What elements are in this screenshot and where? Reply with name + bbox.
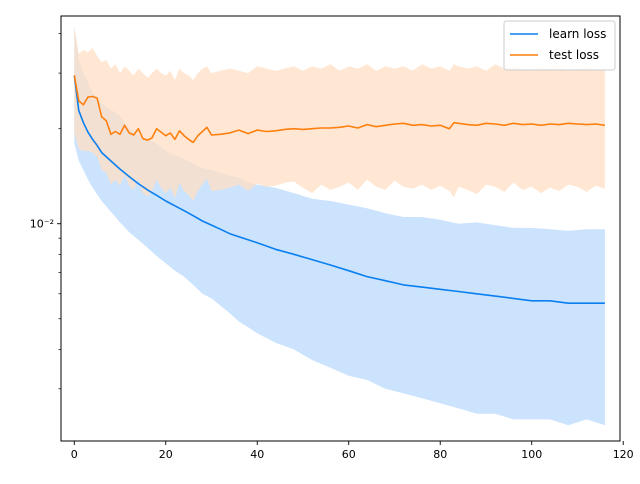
test-loss-band [74,27,605,201]
x-tick-label: 120 [613,448,634,461]
legend-label: learn loss [549,27,606,41]
series-lines [73,75,606,305]
x-tick-label: 60 [342,448,356,461]
x-tick-label: 20 [159,448,173,461]
legend: learn loss test loss [503,20,616,71]
x-tick-label: 40 [250,448,264,461]
legend-label: test loss [549,48,599,62]
confidence-bands [74,27,605,426]
learn-loss-line [73,75,605,305]
x-tick-label: 80 [433,448,447,461]
test-loss-line [73,75,606,144]
axes-frame [60,15,621,442]
y-axis: 10⁻² [30,33,61,390]
x-axis: 0 20 40 60 80 100 120 [71,441,634,461]
x-tick-label: 0 [71,448,78,461]
x-tick-label: 100 [521,448,542,461]
learn-loss-band [74,27,605,426]
y-tick-label: 10⁻² [30,218,54,231]
